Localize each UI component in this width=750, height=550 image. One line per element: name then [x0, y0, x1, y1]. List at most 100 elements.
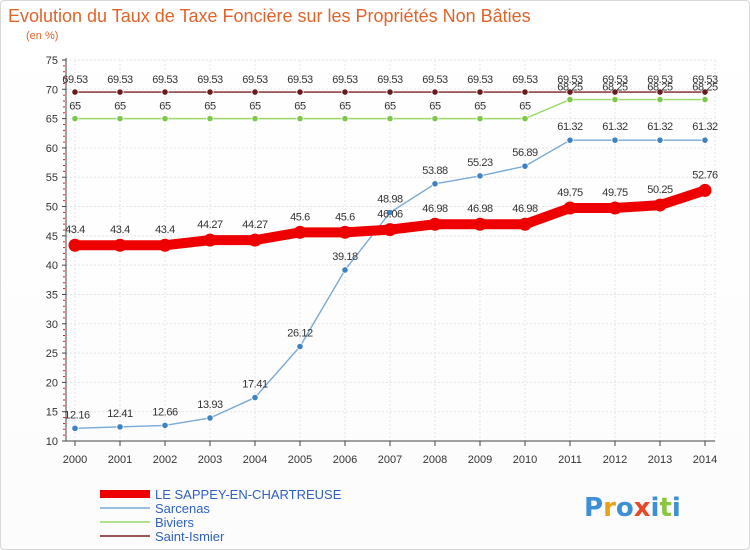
data-point [473, 217, 487, 231]
data-label: 61.32 [692, 121, 718, 133]
data-point [431, 180, 439, 188]
data-point [386, 115, 394, 123]
data-label: 69.53 [62, 74, 88, 86]
data-label: 43.4 [155, 224, 175, 236]
x-tick-label: 2006 [333, 454, 357, 466]
logo-letter: i [672, 493, 681, 523]
series-lines [68, 88, 712, 432]
chart-title: Evolution du Taux de Taxe Foncière sur l… [8, 6, 531, 26]
y-tick-label: 15 [46, 407, 58, 419]
y-tick-label: 55 [46, 172, 58, 184]
data-point [428, 217, 442, 231]
legend-label: Sarcenas [155, 501, 210, 516]
data-label: 65 [159, 101, 171, 113]
data-point [476, 115, 484, 123]
data-point [341, 88, 349, 96]
y-tick-label: 10 [46, 436, 58, 448]
data-point [296, 115, 304, 123]
data-label: 12.66 [152, 406, 178, 418]
data-label: 45.6 [290, 211, 310, 223]
data-point [608, 201, 622, 215]
x-tick-label: 2011 [558, 454, 582, 466]
data-point [71, 115, 79, 123]
data-label: 68.25 [557, 82, 583, 94]
data-label: 56.89 [512, 147, 538, 159]
data-point [383, 223, 397, 237]
data-label: 69.53 [332, 74, 358, 86]
logo-letter: i [651, 493, 660, 523]
data-point [386, 208, 394, 217]
data-label: 49.75 [557, 187, 583, 199]
data-label: 43.4 [65, 224, 85, 236]
proxiti-logo: Proxiti [584, 493, 681, 523]
data-label: 69.53 [512, 74, 538, 86]
data-point [68, 238, 82, 252]
logo-letter: o [616, 493, 634, 523]
x-tick-label: 2001 [108, 454, 132, 466]
data-point [161, 88, 169, 96]
data-label: 45.6 [335, 211, 355, 223]
data-label: 43.4 [110, 224, 130, 236]
legend-label: Biviers [155, 515, 195, 530]
logo-letter: r [603, 493, 616, 523]
data-label: 26.12 [287, 328, 313, 340]
data-label: 68.25 [647, 82, 673, 94]
data-point [611, 88, 619, 96]
legend-label: Saint-Ismier [155, 529, 225, 544]
x-tick-label: 2004 [243, 454, 267, 466]
data-label: 65 [204, 101, 216, 113]
data-label: 46.98 [422, 203, 448, 215]
legend-label: LE SAPPEY-EN-CHARTREUSE [155, 487, 342, 502]
data-point [476, 172, 484, 180]
y-tick-label: 65 [46, 114, 58, 126]
data-point [116, 115, 124, 123]
x-tick-label: 2000 [63, 454, 87, 466]
data-label: 68.25 [692, 82, 718, 94]
data-label: 39.18 [332, 251, 358, 263]
data-label: 61.32 [557, 121, 583, 133]
data-point [566, 136, 574, 144]
data-point [431, 88, 439, 96]
x-tick-label: 2014 [693, 454, 717, 466]
data-label: 69.53 [647, 74, 673, 86]
x-tick-label: 2012 [603, 454, 627, 466]
data-label: 69.53 [152, 74, 178, 86]
data-point [296, 88, 304, 96]
data-point [653, 198, 667, 212]
data-point [476, 88, 484, 96]
y-tick-label: 20 [46, 377, 58, 389]
data-label: 53.88 [422, 165, 448, 177]
x-tick-label: 2003 [198, 454, 222, 466]
data-label: 65 [249, 101, 261, 113]
data-label: 12.16 [64, 409, 90, 421]
legend: LE SAPPEY-EN-CHARTREUSESarcenasBiviersSa… [100, 487, 342, 544]
data-point [251, 393, 259, 402]
data-point [563, 201, 577, 215]
data-label: 65 [474, 101, 486, 113]
data-point [338, 225, 352, 239]
data-point [611, 95, 619, 104]
y-tick-label: 40 [46, 260, 58, 272]
data-point [431, 115, 439, 123]
data-label: 12.41 [107, 408, 133, 420]
x-tick-label: 2005 [288, 454, 312, 466]
data-point [521, 88, 529, 96]
data-point [656, 136, 664, 144]
data-point [251, 115, 259, 123]
x-tick-label: 2010 [513, 454, 537, 466]
data-point [206, 88, 214, 96]
logo-letter: x [634, 493, 651, 523]
data-point [386, 88, 394, 96]
y-tick-label: 25 [46, 348, 58, 360]
data-label: 65 [519, 101, 531, 113]
data-label: 44.27 [242, 219, 268, 231]
data-label: 69.53 [197, 74, 223, 86]
data-point [701, 88, 709, 96]
y-tick-label: 50 [46, 202, 58, 214]
data-point [158, 238, 172, 252]
data-point [656, 95, 664, 104]
data-label: 44.27 [197, 219, 223, 231]
y-tick-label: 60 [46, 143, 58, 155]
data-label: 69.53 [377, 74, 403, 86]
